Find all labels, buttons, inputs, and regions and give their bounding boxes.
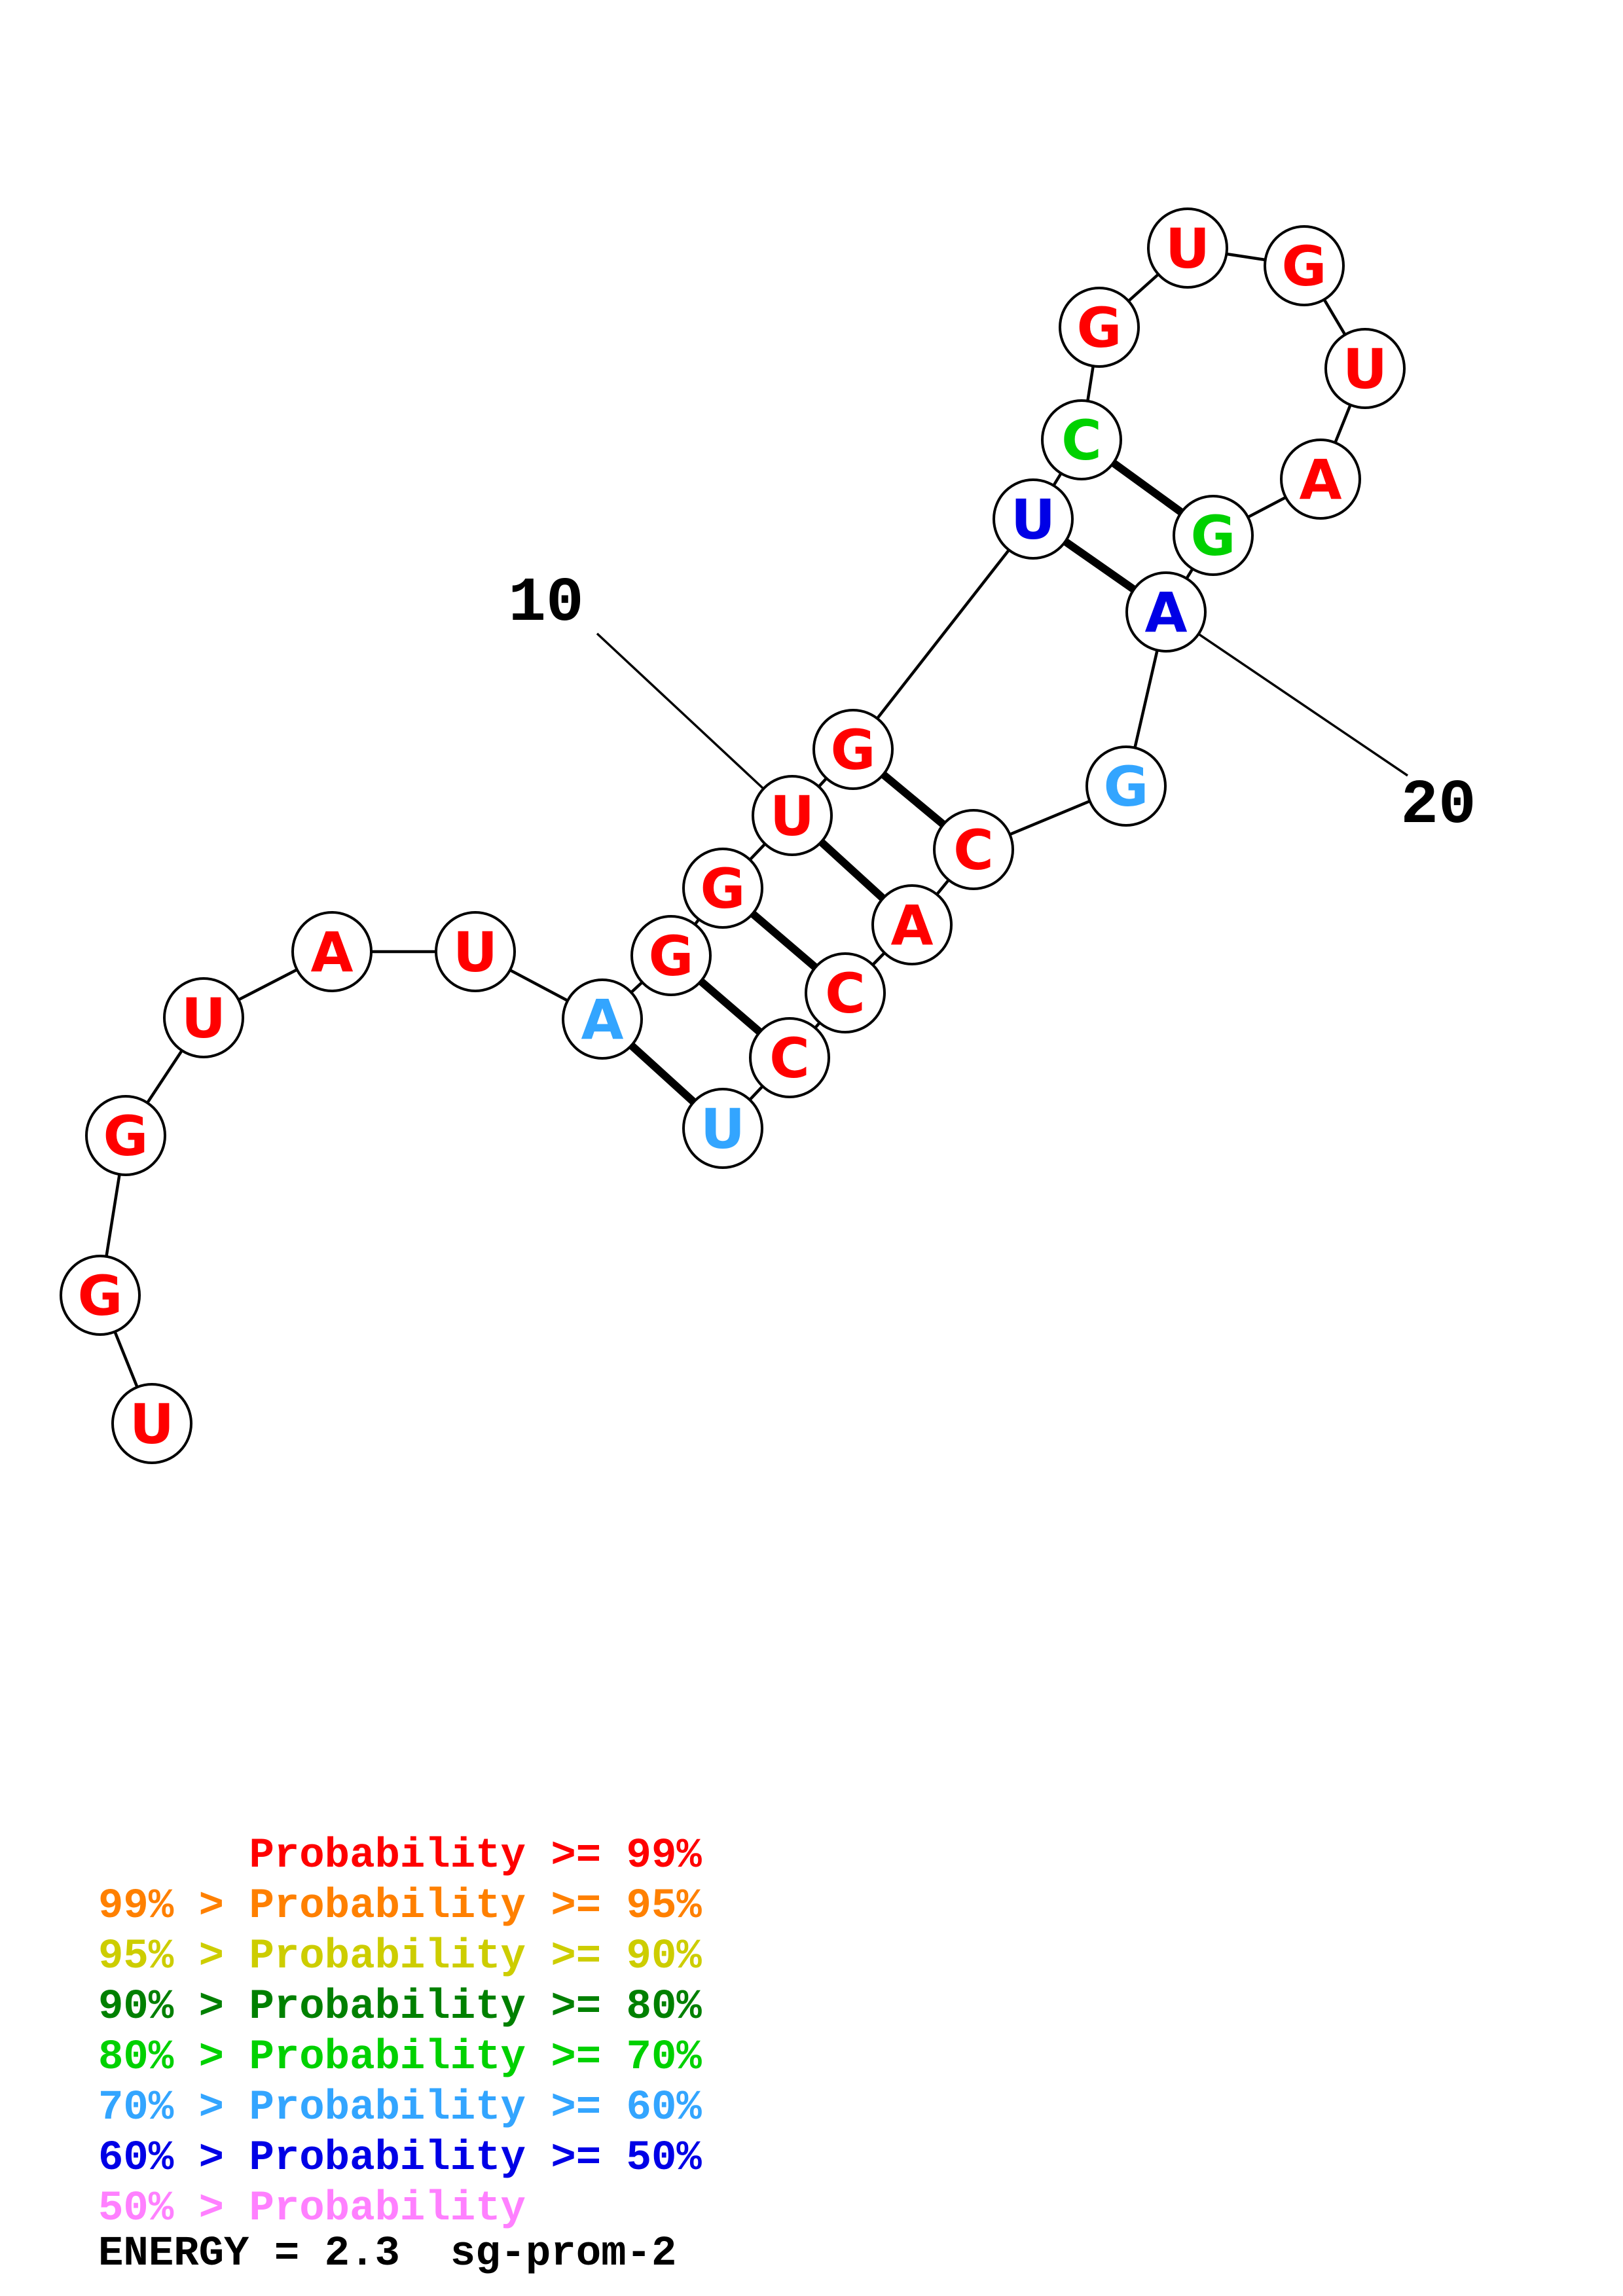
nucleotide-letter: U bbox=[701, 1097, 745, 1161]
nucleotide-circle bbox=[933, 809, 1014, 890]
nucleotide-circle bbox=[812, 709, 894, 790]
nucleotide-letter: C bbox=[1061, 408, 1102, 473]
legend-item: 99% > Probability >= 95% bbox=[98, 1883, 702, 1930]
nucleotide-circle bbox=[85, 1095, 166, 1176]
nucleotide-letter: G bbox=[1077, 296, 1122, 360]
number-pointer-line bbox=[596, 632, 793, 817]
nucleotide-circle bbox=[993, 478, 1074, 560]
nucleotide-circle bbox=[291, 911, 373, 992]
sequence-number-label: 10 bbox=[508, 567, 583, 639]
nucleotide-circle bbox=[1324, 328, 1406, 409]
nucleotide-circle bbox=[1173, 495, 1254, 576]
nucleotide-letter: G bbox=[1191, 504, 1236, 568]
nucleotide-letter: A bbox=[1299, 448, 1341, 512]
nucleotide-circle bbox=[805, 952, 886, 1033]
nucleotide-circle bbox=[1280, 439, 1361, 520]
sequence-number-label: 20 bbox=[1400, 770, 1476, 841]
nucleotide-circle bbox=[682, 848, 763, 929]
legend-item: 80% > Probability >= 70% bbox=[98, 2034, 702, 2081]
nucleotide-letter: C bbox=[769, 1026, 810, 1090]
nucleotide-circle bbox=[111, 1383, 192, 1464]
nucleotide-circle bbox=[749, 1017, 830, 1098]
nucleotide-letter: G bbox=[78, 1264, 123, 1328]
nucleotide-letter: A bbox=[581, 988, 623, 1052]
legend-item: 90% > Probability >= 80% bbox=[98, 1984, 702, 2031]
nucleotide-letter: C bbox=[953, 818, 994, 882]
nucleotide-letter: G bbox=[649, 924, 694, 988]
backbone-line bbox=[852, 518, 1034, 751]
nucleotide-circle bbox=[871, 884, 953, 965]
nucleotide-circle bbox=[1085, 745, 1167, 827]
legend-item: 95% > Probability >= 90% bbox=[98, 1933, 702, 1981]
nucleotide-letter: G bbox=[831, 718, 876, 782]
nucleotide-letter: G bbox=[701, 857, 746, 921]
nucleotide-circle bbox=[163, 977, 244, 1058]
nucleotide-circle bbox=[630, 915, 712, 996]
number-pointer-line bbox=[1165, 611, 1408, 777]
nucleotide-circle bbox=[60, 1255, 141, 1336]
nucleotide-letter: C bbox=[825, 961, 866, 1026]
nucleotide-circle bbox=[1147, 207, 1228, 289]
legend-item: 50% > Probability bbox=[98, 2185, 526, 2233]
nucleotide-letter: G bbox=[1282, 234, 1327, 298]
nucleotide-circle bbox=[562, 978, 643, 1060]
nucleotide-letter: G bbox=[103, 1104, 149, 1168]
nucleotide-letter: A bbox=[1144, 581, 1187, 645]
energy-label: ENERGY = 2.3 sg-prom-2 bbox=[98, 2231, 677, 2278]
nucleotide-letter: G bbox=[1104, 755, 1149, 819]
nucleotide-letter: U bbox=[1011, 488, 1055, 552]
nucleotide-letter: U bbox=[453, 920, 498, 984]
nucleotide-letter: A bbox=[310, 920, 353, 984]
legend-item: 60% > Probability >= 50% bbox=[98, 2135, 702, 2182]
nucleotide-letter: U bbox=[1165, 217, 1210, 281]
nucleotide-letter: U bbox=[181, 986, 226, 1050]
nucleotide-circle bbox=[1264, 225, 1345, 306]
nucleotide-circle bbox=[752, 775, 833, 856]
nucleotide-circle bbox=[1059, 287, 1140, 368]
nucleotide-letter: U bbox=[770, 784, 814, 848]
nucleotide-circle bbox=[435, 911, 516, 992]
legend-item: 70% > Probability >= 60% bbox=[98, 2085, 702, 2132]
nucleotide-letter: U bbox=[130, 1392, 174, 1456]
nucleotide-letter: A bbox=[890, 893, 933, 958]
nucleotide-letter: U bbox=[1343, 337, 1387, 401]
probability-legend: Probability >= 99% 99% > Probability >= 9… bbox=[98, 1831, 702, 2234]
legend-item: Probability >= 99% bbox=[98, 1833, 702, 1880]
nucleotide-circle bbox=[1125, 571, 1207, 653]
nucleotide-circle bbox=[1041, 399, 1122, 480]
nucleotide-circle bbox=[682, 1088, 763, 1169]
